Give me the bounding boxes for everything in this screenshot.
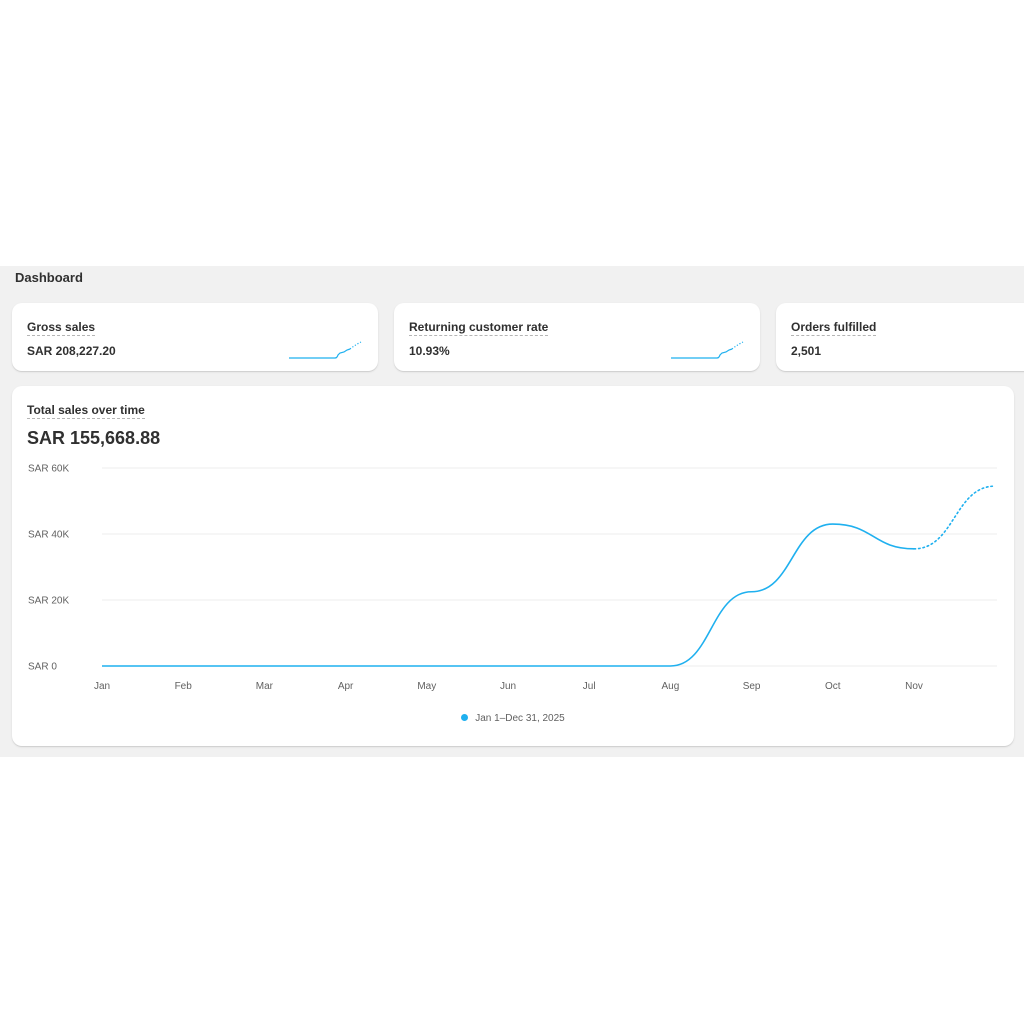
x-tick-label: Sep [743,681,761,692]
y-tick-label: SAR 20K [28,596,69,607]
returning-customer-rate-label[interactable]: Returning customer rate [409,320,549,336]
page-title: Dashboard [15,270,83,285]
y-tick-label: SAR 40K [28,530,69,541]
gross-sales-sparkline [289,341,362,359]
gross-sales-card[interactable]: Gross sales SAR 208,227.20 [12,303,378,371]
dashboard-panel: Dashboard Gross sales SAR 208,227.20 Ret… [0,266,1024,757]
returning-customer-rate-card[interactable]: Returning customer rate 10.93% [394,303,760,371]
returning-customer-rate-sparkline [671,341,744,359]
chart-legend: Jan 1–Dec 31, 2025 [12,713,1014,724]
series-line-projection [913,485,996,550]
x-tick-label: Nov [905,681,923,692]
returning-customer-rate-value: 10.93% [409,344,450,358]
x-tick-label: Jun [500,681,516,692]
y-tick-label: SAR 0 [28,662,57,673]
chart-title[interactable]: Total sales over time [27,403,145,419]
chart-total-value: SAR 155,668.88 [27,428,161,448]
x-tick-label: May [417,681,436,692]
gross-sales-label[interactable]: Gross sales [27,320,96,336]
y-tick-label: SAR 60K [28,464,69,475]
series-line [102,523,915,667]
x-tick-label: Jul [583,681,596,692]
gross-sales-value: SAR 208,227.20 [27,344,116,358]
total-sales-line-chart[interactable]: SAR 0 SAR 20K SAR 40K SAR 60K Jan Feb Mar Apr Ma… [12,386,1014,746]
x-tick-label: Feb [175,681,193,692]
sparkline-solid [289,348,351,359]
sparkline-dotted [349,341,362,350]
x-tick-label: Apr [338,681,354,692]
legend-marker [461,714,469,721]
x-tick-label: Jan [94,681,110,692]
orders-fulfilled-label[interactable]: Orders fulfilled [791,320,877,336]
total-sales-chart-card: Total sales over time SAR 155,668.88 SAR… [12,386,1014,746]
sparkline-dotted [731,341,744,350]
x-tick-label: Aug [662,681,680,692]
sparkline-solid [671,348,733,359]
legend-label: Jan 1–Dec 31, 2025 [475,713,565,724]
orders-fulfilled-card[interactable]: Orders fulfilled 2,501 [776,303,1024,371]
x-tick-label: Mar [256,681,274,692]
orders-fulfilled-value: 2,501 [791,344,822,358]
x-tick-label: Oct [825,681,841,692]
